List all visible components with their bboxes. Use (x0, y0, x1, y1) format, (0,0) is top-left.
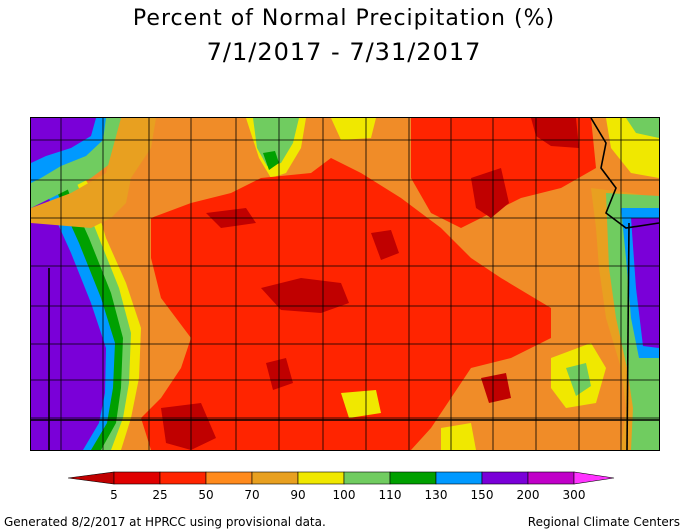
legend-tick-label: 100 (332, 488, 356, 502)
legend-tick-label: 150 (470, 488, 494, 502)
legend-swatch (435, 471, 483, 485)
legend-tick-label: 110 (378, 488, 402, 502)
legend-arrow-left (68, 471, 115, 485)
legend-tick-label: 50 (198, 488, 214, 502)
legend-swatch (481, 471, 529, 485)
county-boundaries (31, 118, 659, 450)
legend-swatch (343, 471, 391, 485)
legend-tick-label: 5 (110, 488, 118, 502)
zone-purple-east (631, 218, 659, 348)
legend-swatch (251, 471, 299, 485)
map-title: Percent of Normal Precipitation (%) (132, 6, 556, 31)
legend-swatch (205, 471, 253, 485)
precipitation-map (30, 117, 660, 451)
color-legend (68, 471, 618, 511)
state-boundary (31, 118, 659, 450)
legend-tick-label: 25 (152, 488, 168, 502)
legend-swatch (159, 471, 207, 485)
legend-tick-label: 130 (424, 488, 448, 502)
legend-tick-label: 200 (516, 488, 540, 502)
legend-swatch (389, 471, 437, 485)
legend-swatch (113, 471, 161, 485)
generated-note: Generated 8/2/2017 at HPRCC using provis… (4, 515, 326, 529)
zone-darkred-1 (261, 278, 349, 313)
legend-swatch (297, 471, 345, 485)
legend-tick-label: 70 (244, 488, 260, 502)
map-date-range: 7/1/2017 - 7/31/2017 (206, 38, 482, 66)
legend-tick-label: 90 (290, 488, 306, 502)
source-credit: Regional Climate Centers (527, 515, 680, 529)
legend-tick-label: 300 (562, 488, 586, 502)
legend-arrow-right (573, 471, 615, 485)
legend-swatch (527, 471, 575, 485)
